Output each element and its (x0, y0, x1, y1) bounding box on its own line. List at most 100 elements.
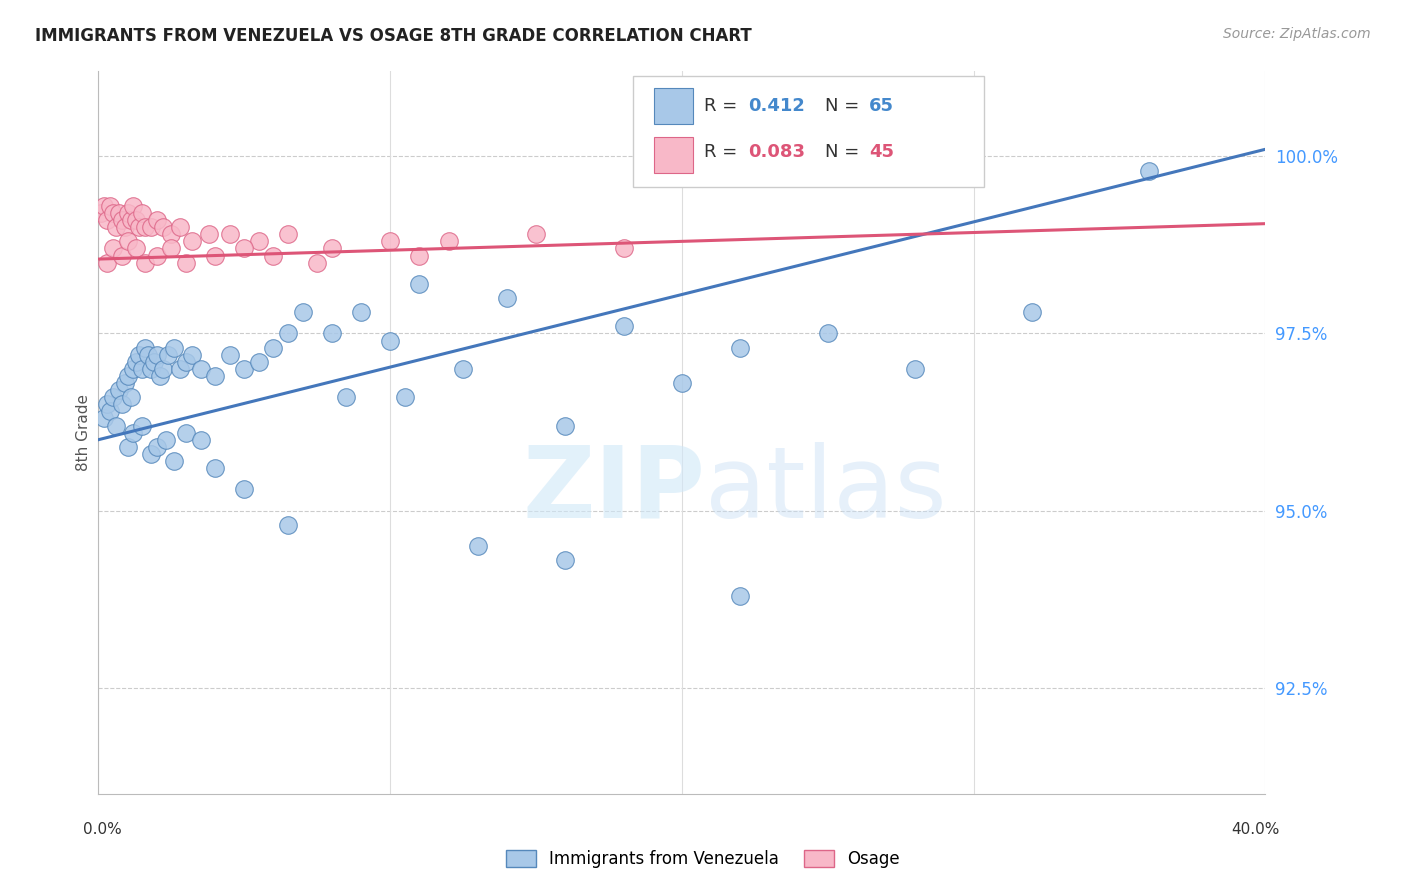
Point (131, 418, 153, 433)
Text: R =: R = (704, 97, 744, 115)
Text: 0.083: 0.083 (748, 143, 806, 161)
Point (125, 213, 148, 227)
Point (108, 383, 131, 397)
Point (104, 220, 127, 235)
Point (96, 397, 118, 411)
Point (114, 376, 136, 390)
Point (117, 206, 139, 220)
Point (139, 220, 162, 235)
Point (204, 248, 226, 262)
Point (146, 213, 169, 227)
Point (163, 454, 186, 468)
Point (218, 227, 240, 242)
Text: N =: N = (825, 143, 865, 161)
Point (233, 483, 256, 497)
Point (437, 235, 460, 249)
Point (146, 348, 169, 362)
Point (554, 553, 576, 567)
Point (152, 362, 174, 376)
Point (117, 368, 139, 383)
Point (139, 447, 162, 461)
Point (321, 326, 343, 341)
Point (613, 242, 636, 256)
Point (204, 368, 226, 383)
Point (98, 404, 121, 418)
Point (152, 220, 174, 235)
Point (117, 440, 139, 454)
Text: 0.0%: 0.0% (83, 822, 122, 837)
Point (218, 348, 240, 362)
Point (247, 355, 270, 369)
Point (554, 418, 576, 433)
Point (263, 341, 285, 355)
Point (111, 248, 134, 262)
Point (190, 362, 212, 376)
Point (96, 255, 118, 269)
Point (134, 255, 156, 269)
Text: 40.0%: 40.0% (1232, 822, 1279, 837)
Point (380, 334, 402, 348)
Point (122, 425, 145, 440)
Point (321, 242, 343, 256)
Point (120, 213, 142, 227)
Text: ZIP: ZIP (523, 442, 706, 539)
Point (204, 461, 226, 475)
Point (451, 362, 474, 376)
Point (157, 348, 180, 362)
Point (139, 362, 162, 376)
Point (174, 255, 197, 269)
Point (730, 589, 752, 603)
Point (117, 235, 139, 249)
Point (96, 213, 118, 227)
Point (125, 242, 148, 256)
Text: 45: 45 (869, 143, 894, 161)
Point (233, 362, 256, 376)
Point (467, 539, 489, 553)
Point (128, 348, 150, 362)
Point (233, 242, 256, 256)
Point (122, 362, 145, 376)
Point (90, 206, 112, 220)
Point (101, 206, 124, 220)
Point (142, 355, 165, 369)
Text: 0.412: 0.412 (748, 97, 804, 115)
Point (104, 418, 127, 433)
Point (134, 341, 156, 355)
Point (277, 326, 299, 341)
Point (155, 433, 177, 447)
Point (163, 341, 186, 355)
Point (93, 411, 115, 425)
Point (496, 291, 519, 305)
Point (136, 348, 159, 362)
Point (120, 390, 142, 404)
Text: 65: 65 (869, 97, 894, 115)
Point (131, 206, 153, 220)
Point (111, 213, 134, 227)
Text: atlas: atlas (706, 442, 946, 539)
Point (730, 341, 752, 355)
Point (160, 227, 183, 242)
Point (904, 362, 927, 376)
Text: R =: R = (704, 143, 744, 161)
Point (1021, 305, 1043, 319)
Point (335, 390, 357, 404)
Point (291, 305, 314, 319)
Point (169, 220, 191, 235)
Point (101, 390, 124, 404)
Point (247, 235, 270, 249)
Point (180, 235, 202, 249)
Point (198, 227, 221, 242)
Legend: Immigrants from Venezuela, Osage: Immigrants from Venezuela, Osage (499, 843, 907, 875)
Point (114, 220, 136, 235)
Point (613, 319, 636, 334)
Point (125, 355, 148, 369)
Point (817, 326, 839, 341)
Point (1137, 163, 1160, 178)
Point (149, 368, 172, 383)
Point (160, 242, 183, 256)
Point (277, 517, 299, 532)
Point (524, 227, 547, 242)
Y-axis label: 8th Grade: 8th Grade (76, 394, 91, 471)
Point (671, 376, 693, 390)
Point (128, 220, 150, 235)
